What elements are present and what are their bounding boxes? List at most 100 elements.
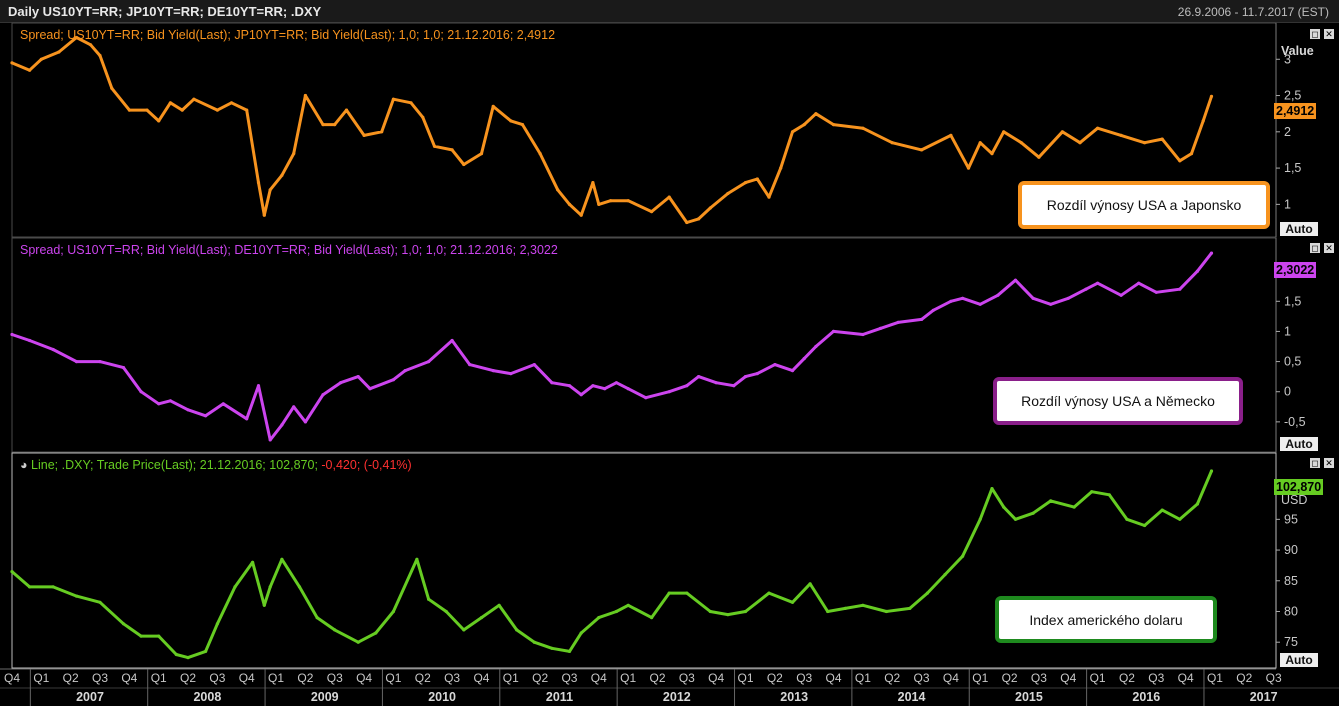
panel2-close-icon[interactable]: ✕	[1324, 243, 1334, 253]
x-quarter-label-10: Q2	[297, 671, 313, 685]
panel2-point-6	[139, 390, 143, 394]
panel3-point-33	[579, 631, 583, 635]
panel3-point-66	[1178, 517, 1182, 521]
panel2-point-4	[98, 360, 102, 364]
panel3-point-49	[884, 609, 889, 614]
panel3-point-30	[532, 640, 536, 644]
panel3-point-9	[186, 656, 190, 660]
x-quarter-label-23: Q3	[679, 671, 695, 685]
panel1-point-32	[450, 148, 454, 152]
panel2-point-68	[1178, 287, 1182, 291]
panel2-point-15	[280, 423, 284, 427]
panel3-point-3	[74, 594, 79, 598]
panel1-point-15	[229, 101, 234, 105]
panel1-point-33	[462, 162, 466, 167]
panel1-point-68	[1019, 141, 1023, 145]
date-range: 26.9.2006 - 11.7.2017 (EST)	[1177, 5, 1329, 19]
x-quarter-label-4: Q4	[121, 671, 137, 685]
panel1-annotation: Rozdíl výnosy USA a Japonsko	[1018, 181, 1270, 229]
panel2-point-69	[1195, 269, 1199, 273]
panel1-point-47	[667, 195, 671, 199]
panel3-point-52	[943, 573, 947, 577]
x-quarter-label-12: Q4	[356, 671, 372, 685]
panel1-point-69	[1037, 155, 1041, 159]
panel2-point-45	[773, 363, 777, 367]
panel3-point-31	[550, 646, 554, 650]
panel2-point-25	[450, 338, 454, 343]
panel2-point-47	[802, 357, 806, 361]
panel3-point-53	[961, 554, 965, 558]
panel1-point-51	[726, 191, 730, 196]
x-quarter-label-35: Q3	[1031, 671, 1047, 685]
panel1-maximize-icon[interactable]: ◻	[1310, 29, 1320, 39]
panel3-point-15	[268, 585, 272, 589]
panel3-point-7	[157, 634, 161, 638]
x-quarter-label-33: Q1	[972, 671, 988, 685]
x-quarter-label-27: Q3	[796, 671, 812, 685]
title-bar: Daily US10YT=RR; JP10YT=RR; DE10YT=RR; .…	[0, 0, 1339, 23]
panel3-point-45	[808, 582, 812, 586]
x-quarter-label-14: Q2	[415, 671, 431, 685]
panel2-point-33	[591, 384, 595, 388]
panel3-point-38	[667, 591, 671, 595]
panel2-point-54	[931, 308, 935, 312]
x-year-label-2012: 2012	[663, 690, 691, 704]
x-quarter-label-34: Q2	[1002, 671, 1018, 685]
panel2-point-30	[550, 381, 554, 385]
panel1-point-5	[89, 43, 93, 47]
panel2-point-11	[221, 402, 225, 406]
panel3-maximize-icon[interactable]: ◻	[1310, 458, 1320, 468]
x-year-label-2009: 2009	[311, 690, 339, 704]
panel2-legend: Spread; US10YT=RR; Bid Yield(Last); DE10…	[20, 243, 558, 257]
panel3-point-13	[251, 560, 255, 564]
panel3-legend: ◕ Line; .DXY; Trade Price(Last); 21.12.2…	[20, 458, 412, 472]
panel3-point-68	[1209, 469, 1214, 473]
panel2-point-38	[667, 390, 671, 394]
panel3-point-14	[262, 603, 266, 607]
panel3-point-27	[479, 616, 484, 620]
panel1-ytick-label-4: 3	[1284, 52, 1291, 66]
x-quarter-label-29: Q1	[855, 671, 871, 685]
panel3-point-29	[515, 628, 519, 632]
panel1-point-42	[591, 181, 595, 185]
panel3-auto-button[interactable]: Auto	[1280, 653, 1318, 667]
panel2-point-29	[532, 363, 536, 367]
panel2-point-52	[896, 320, 900, 324]
panel3-close-icon[interactable]: ✕	[1324, 458, 1334, 468]
x-quarter-label-26: Q2	[767, 671, 783, 685]
panel2-point-56	[961, 296, 965, 300]
panel2-auto-button[interactable]: Auto	[1280, 437, 1318, 451]
panel1-axis-title: Value	[1281, 44, 1314, 58]
panel2-point-48	[814, 344, 818, 349]
panel2-point-8	[168, 399, 172, 403]
panel3-last-value-badge: 102,870	[1274, 479, 1324, 495]
panel2-point-70	[1209, 251, 1214, 255]
x-quarter-label-41: Q1	[1207, 671, 1223, 685]
x-quarter-label-37: Q1	[1090, 671, 1106, 685]
panel2-maximize-icon[interactable]: ◻	[1310, 243, 1320, 253]
panel3-point-51	[925, 591, 930, 595]
panel2-point-13	[256, 384, 261, 388]
panel1-close-icon[interactable]: ✕	[1324, 29, 1334, 39]
panel1-point-26	[362, 133, 366, 137]
panel3-ytick-label-3: 90	[1284, 543, 1298, 557]
panel3-point-24	[427, 597, 431, 601]
panel1-auto-button[interactable]: Auto	[1280, 222, 1318, 236]
x-year-label-2011: 2011	[546, 690, 573, 704]
x-quarter-label-9: Q1	[268, 671, 284, 685]
panel1-point-38	[538, 152, 542, 156]
panel2-point-65	[1119, 293, 1123, 297]
panel1-point-76	[1178, 159, 1182, 163]
panel3-point-39	[685, 591, 689, 595]
panel2-point-60	[1031, 296, 1035, 300]
panel3-ytick-label-0: 75	[1284, 635, 1298, 649]
panel1-point-79	[1209, 94, 1214, 98]
panel3-legend-change: -0,420; (-0,41%)	[321, 458, 412, 472]
panel3-point-11	[215, 622, 219, 626]
panel2-point-66	[1137, 281, 1141, 285]
x-quarter-label-38: Q2	[1119, 671, 1135, 685]
x-quarter-label-36: Q4	[1060, 671, 1076, 685]
panel1-point-0	[10, 61, 14, 65]
panel3-point-22	[391, 609, 395, 614]
x-quarter-label-32: Q4	[943, 671, 959, 685]
